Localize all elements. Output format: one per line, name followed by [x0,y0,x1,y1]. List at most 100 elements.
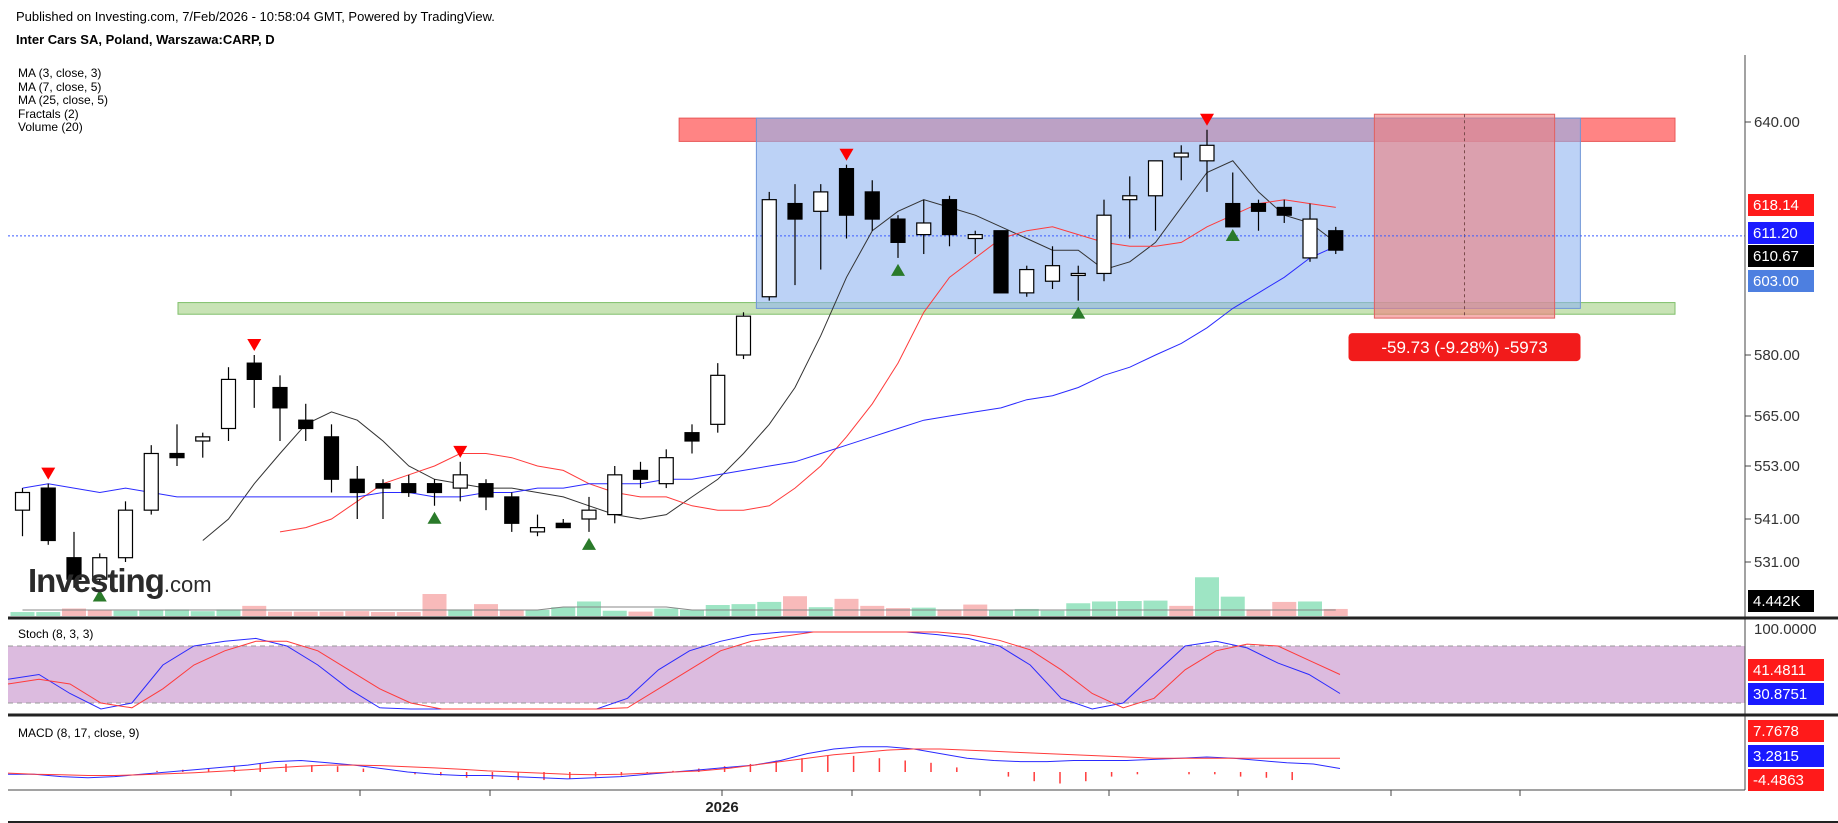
volume-bar [36,612,61,616]
candle-body [1147,160,1164,197]
stoch-pane-title[interactable]: Stoch (8, 3, 3) [18,627,94,641]
price-tick-label: 541.00 [1754,511,1800,528]
symbol-title: Inter Cars SA, Poland, Warszawa:CARP, D [16,32,275,47]
candle-body [375,483,391,489]
volume-bar [1040,610,1065,616]
candle-body [1122,195,1138,201]
candle-body [426,483,443,494]
volume-bar [834,598,859,616]
candle-body [1173,152,1189,158]
volume-bar [1272,601,1297,616]
ma-line-3 [22,245,1337,498]
volume-bar [551,607,576,616]
indicator-ma3-label[interactable]: MA (3, close, 3) [18,66,102,80]
volume-bar [190,611,215,616]
stoch-pane: 100.0000 [7,621,1817,710]
price-badge: 610.67 [1753,248,1799,265]
candle-body [66,557,82,580]
price-tick-label: 531.00 [1754,554,1800,571]
volume-bar [602,610,627,616]
volume-badge: 4.442K [1753,593,1801,610]
indicator-volume-label[interactable]: Volume (20) [18,120,83,134]
price-badges: 618.14 611.20 610.67 603.00 4.442K 41.4811 30.… [1748,194,1824,791]
candle-body [761,199,777,298]
volume-bar [937,609,962,616]
ma-line-2 [279,199,1336,533]
volume-bar [783,596,807,616]
fractal-down-arrow [453,445,468,458]
volume-bar [242,605,267,616]
candle-body [195,436,211,442]
indicator-ma7-label[interactable]: MA (7, close, 5) [18,79,102,94]
candle-body [1044,265,1061,282]
indicator-ma25-label[interactable]: MA (25, close, 5) [18,93,109,107]
volume-bar [1117,601,1142,616]
volume-bar [422,594,447,616]
macd-line-signal [7,748,1340,776]
price-tick-label: 580.00 [1754,347,1800,364]
macd-value-badge-bg [1748,720,1824,742]
candle-body [246,362,262,380]
axes: 640.00 580.00 565.00 553.00 541.00 531.00 2026 [8,55,1838,823]
volume-bar [1298,601,1322,616]
investing-logo: Investing.com [28,562,212,600]
candle-body [1070,272,1086,277]
fractal-down-arrow [247,339,262,351]
stoch-value-badge: 30.8751 [1753,686,1807,703]
stoch-axis-label: 100.0000 [1754,621,1817,638]
volume-bar [87,610,112,616]
candles [14,129,1344,588]
price-badge-bg [1748,245,1814,267]
candle-body [220,378,237,430]
stoch-value-badge-bg [1748,659,1824,681]
drawing-zones: -59.73 (-9.28%) -5973 [8,113,1745,362]
candle-body [323,436,340,480]
published-line: Published on Investing.com, 7/Feb/2026 -… [16,9,495,24]
candle-body [787,202,803,220]
candle-body [504,496,520,524]
fractal-down-arrow [41,467,56,480]
volume-bar [371,612,395,616]
measure-label: -59.73 (-9.28%) -5973 [1381,338,1547,357]
volume-bar [989,610,1013,616]
candle-body [169,452,185,459]
indicator-legend: MA (3, close, 3) MA (7, close, 5) MA (25… [18,66,109,135]
candle-body [684,432,700,442]
macd-value-badge: -4.4863 [1753,772,1804,789]
candle-body [92,557,108,580]
volume-bar [62,608,86,616]
indicator-fractals-label[interactable]: Fractals (2) [18,106,79,121]
candle-body [555,522,571,529]
volume-bar [319,611,344,616]
volume-bar [886,608,910,616]
volume-bar [345,611,370,616]
volume-bars [10,577,1348,616]
volume-bar [628,611,653,616]
volume-bar [165,609,189,616]
price-badge: 618.14 [1753,197,1799,214]
price-tick-label: 553.00 [1754,458,1800,475]
candle-body [838,168,855,216]
fractal-up-arrow [1071,306,1086,319]
price-tick-label: 565.00 [1754,408,1800,425]
candle-body [401,483,417,494]
volume-badge-bg [1748,590,1814,612]
price-badge-bg [1748,222,1814,244]
candle-body [581,509,597,520]
candle-body [658,457,674,485]
candle-body [478,483,494,498]
macd-line-main [8,746,1341,780]
moving-averages [22,160,1337,541]
candle-body [298,419,314,430]
macd-value-badge: 7.7678 [1753,723,1799,740]
macd-pane-title[interactable]: MACD (8, 17, close, 9) [18,726,140,740]
volume-bar [577,601,601,616]
volume-bar [1092,601,1116,616]
volume-bar [113,610,138,616]
volume-bar [1220,596,1245,616]
candle-body [993,230,1009,294]
candle-body [813,191,829,212]
fractal-down-arrow [1200,113,1214,126]
stoch-band [8,646,1745,703]
